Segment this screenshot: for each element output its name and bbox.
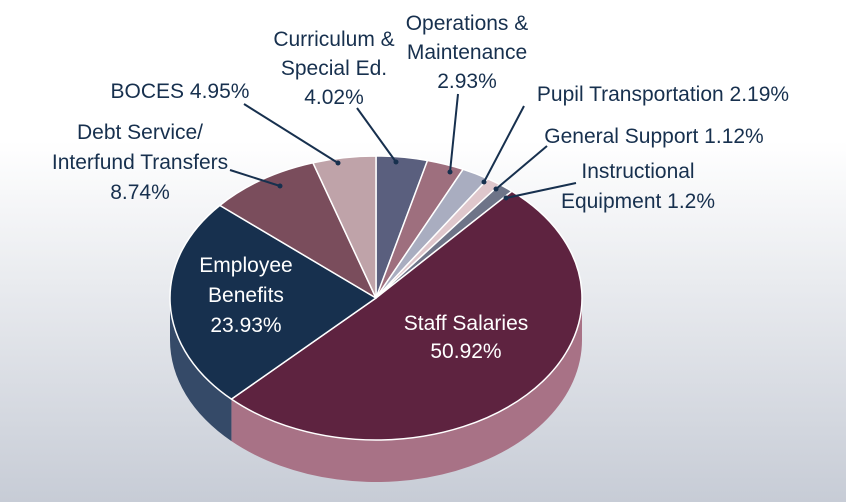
pie-slice-boces xyxy=(312,155,377,299)
leader-line-operations-maintenance xyxy=(449,93,459,173)
leader-dot-curriculum-special-ed- xyxy=(393,159,399,165)
leader-line-curriculum-special-ed- xyxy=(356,107,397,163)
leader-dot-instructional-equipment xyxy=(503,195,509,201)
data-label-operations-maintenance: Operations & Maintenance 2.93% xyxy=(406,12,529,93)
leader-dot-general-support xyxy=(493,186,499,192)
leader-dot-pupil-transportation xyxy=(481,179,487,185)
leader-dot-boces xyxy=(335,160,341,166)
pie-slice-employee-benefits xyxy=(169,204,377,400)
pie-side-employee-benefits xyxy=(170,298,232,442)
leader-line-pupil-transportation xyxy=(483,105,525,183)
data-label-instructional-equipment: Instructional Equipment 1.2% xyxy=(561,160,715,213)
data-label-staff-salaries: Staff Salaries 50.92% xyxy=(404,312,529,363)
leader-dot-debt-service-interfund-transfers xyxy=(277,183,283,189)
data-label-boces: BOCES 4.95% xyxy=(111,80,250,103)
pie-slice-staff-salaries xyxy=(230,190,583,441)
data-label-curriculum-special-ed-: Curriculum & Special Ed. 4.02% xyxy=(273,28,394,109)
data-label-pupil-transportation: Pupil Transportation 2.19% xyxy=(537,83,789,106)
leader-dot-operations-maintenance xyxy=(447,169,453,175)
data-label-employee-benefits: Employee Benefits 23.93% xyxy=(199,254,292,337)
leader-line-boces xyxy=(243,103,339,164)
leader-line-debt-service-interfund-transfers xyxy=(229,169,281,187)
leader-line-general-support xyxy=(495,145,548,190)
data-label-debt-service-interfund-transfers: Debt Service/Interfund Transfers 8.74% xyxy=(52,121,228,204)
pie-side-staff-salaries xyxy=(231,298,582,482)
leader-line-instructional-equipment xyxy=(505,182,577,199)
data-label-general-support: General Support 1.12% xyxy=(544,125,763,148)
